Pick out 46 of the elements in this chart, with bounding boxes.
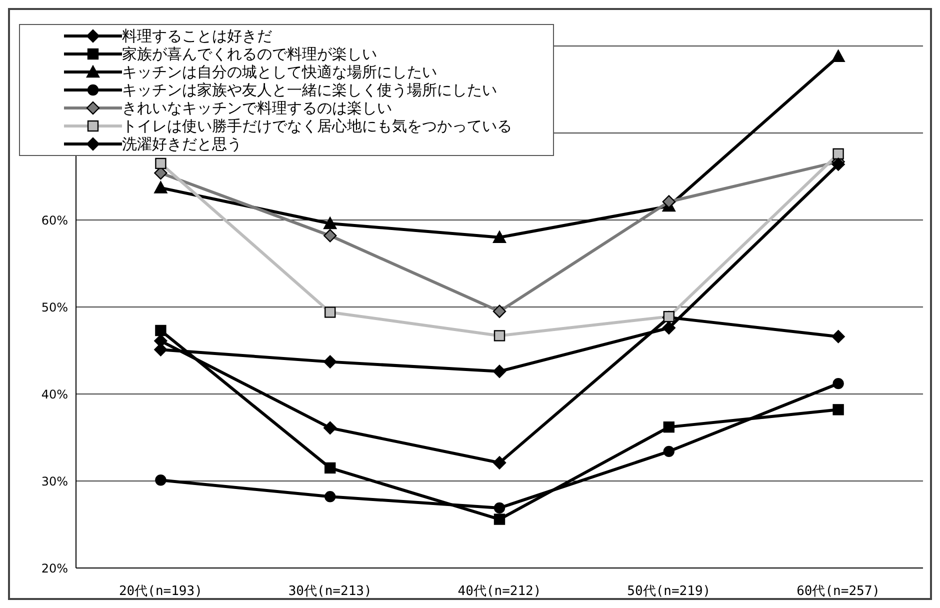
legend-label: キッチンは家族や友人と一緒に楽しく使う場所にしたい <box>122 80 497 100</box>
point <box>832 330 845 344</box>
point <box>662 321 676 334</box>
point <box>492 456 506 470</box>
x-tick-label: 20代(n=193) <box>118 584 202 600</box>
point <box>324 229 337 242</box>
point <box>494 514 506 525</box>
point <box>492 364 506 378</box>
x-tick-label: 60代(n=257) <box>796 584 880 600</box>
point <box>324 491 336 502</box>
point <box>494 330 506 342</box>
y-tick-label: 60% <box>41 213 68 228</box>
x-tick-label: 30代(n=213) <box>288 584 372 600</box>
y-tick-label: 20% <box>41 561 68 576</box>
point <box>832 50 845 62</box>
point <box>832 378 844 390</box>
point <box>154 181 168 194</box>
x-tick-label: 40代(n=212) <box>458 584 542 600</box>
point <box>662 195 676 208</box>
y-tick-label: 50% <box>41 300 68 314</box>
point <box>324 462 336 474</box>
legend-label: キッチンは自分の城として快適な場所にしたい <box>122 62 437 82</box>
point <box>155 324 166 336</box>
y-tick-label: 40% <box>41 387 68 402</box>
point <box>832 158 845 171</box>
y-tick-label: 30% <box>41 474 68 488</box>
point <box>663 421 674 433</box>
point <box>832 148 844 160</box>
point <box>663 446 674 458</box>
point <box>155 158 166 170</box>
legend-label: 料理することは好きだ <box>122 26 272 46</box>
point <box>324 355 337 368</box>
point <box>492 230 506 243</box>
point <box>324 306 336 318</box>
point <box>494 502 506 514</box>
legend-label: きれいなキッチンで料理するのは楽しい <box>122 98 392 118</box>
point <box>832 404 844 416</box>
legend-label: トイレは使い勝手だけでなく居心地にも気をつかっている <box>122 116 512 136</box>
point <box>492 304 506 318</box>
x-tick-label: 50代(n=219) <box>627 584 711 600</box>
legend-label: 洗濯好きだと思う <box>122 134 242 154</box>
point <box>324 216 337 230</box>
point <box>154 343 168 356</box>
point <box>155 474 166 486</box>
point <box>324 421 337 435</box>
legend-label: 家族が喜んでくれるので料理が楽しい <box>122 44 377 64</box>
